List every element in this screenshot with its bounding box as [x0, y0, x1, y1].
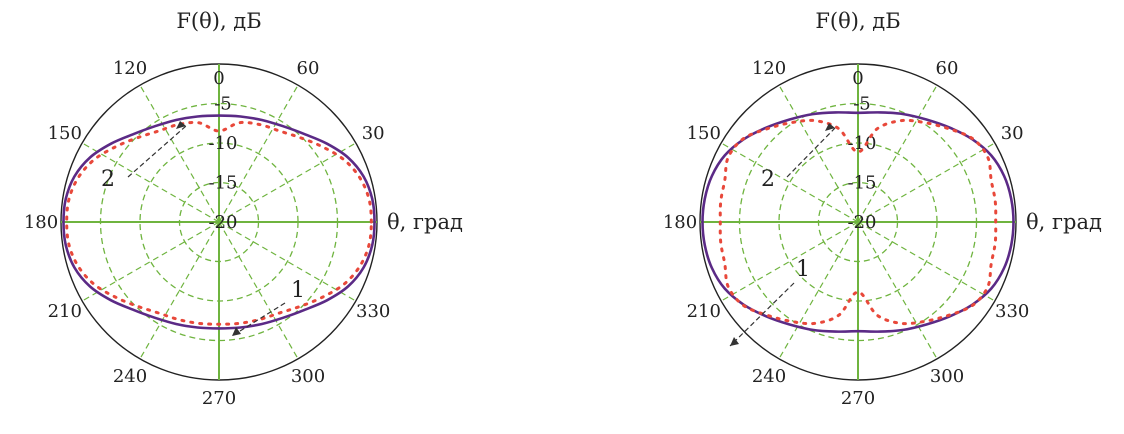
grid-spoke	[778, 84, 859, 223]
chart-title: F(θ), дБ	[815, 9, 900, 33]
grid-spoke	[857, 142, 996, 223]
annotation-arrow-2	[786, 127, 836, 178]
angle-tick-label: 300	[291, 366, 325, 387]
series-curve-2	[718, 118, 998, 326]
annotation-arrowhead-2	[176, 121, 186, 129]
annotation-label-1: 1	[291, 278, 305, 303]
grid-spoke	[218, 221, 357, 302]
angle-tick-label: 120	[113, 58, 147, 79]
angle-tick-label: 30	[1001, 123, 1024, 144]
radial-tick-label: -5	[214, 94, 232, 115]
angle-tick-label: 0	[213, 68, 224, 89]
radial-tick-label: -15	[848, 173, 877, 194]
angle-tick-label: 180	[663, 212, 697, 233]
series-curve-1	[701, 111, 1015, 333]
annotation-label-2: 2	[761, 167, 775, 192]
annotation-arrowhead-2	[825, 123, 835, 131]
angle-tick-label: 60	[936, 58, 959, 79]
angle-tick-label: 300	[930, 366, 964, 387]
series-curve-2	[65, 120, 373, 326]
grid-spoke	[139, 84, 220, 223]
annotation-label-1: 1	[796, 257, 810, 282]
angle-tick-label: 150	[48, 123, 82, 144]
angle-tick-label: 210	[48, 301, 82, 322]
axis-label: θ, град	[1026, 210, 1102, 234]
radial-tick-label: -20	[209, 212, 238, 233]
grid-spoke	[720, 142, 859, 223]
grid-spoke	[857, 221, 996, 302]
angle-tick-label: 240	[113, 366, 147, 387]
annotation-arrow-1	[231, 302, 286, 337]
angle-tick-label: 330	[995, 301, 1029, 322]
radial-tick-label: -15	[209, 173, 238, 194]
angle-tick-label: 120	[752, 58, 786, 79]
polar-chart-svg-right: 0 30 60 120 150 180 210 240 270 300 330 F(θ), дБ θ, …	[663, 9, 1102, 409]
grid-spoke	[81, 142, 220, 223]
annotation-arrow-1	[729, 282, 795, 347]
polar-chart-right: 0 30 60 120 150 180 210 240 270 300 330 F(θ), дБ θ, …	[562, 0, 1124, 434]
grid-spoke	[139, 221, 220, 360]
axis-label: θ, град	[387, 210, 463, 234]
grid-spoke	[81, 221, 220, 302]
radial-tick-label: -10	[209, 133, 238, 154]
grid-spoke	[218, 142, 357, 223]
grid-spoke	[218, 221, 299, 360]
annotation-label-2: 2	[101, 167, 115, 192]
chart-title: F(θ), дБ	[176, 9, 261, 33]
radial-tick-label: -20	[848, 212, 877, 233]
series-curve-1	[62, 114, 376, 330]
angle-tick-label: 330	[356, 301, 390, 322]
angle-tick-label: 60	[297, 58, 320, 79]
grid-spoke	[720, 221, 859, 302]
radial-tick-label: -5	[853, 94, 871, 115]
angle-tick-label: 270	[841, 388, 875, 409]
angle-tick-label: 150	[687, 123, 721, 144]
grid-spoke	[857, 221, 938, 360]
annotation-arrowhead-1	[232, 327, 241, 336]
grid-spoke	[778, 221, 859, 360]
angle-tick-label: 240	[752, 366, 786, 387]
angle-tick-label: 180	[24, 212, 58, 233]
annotation-arrowhead-1	[730, 337, 739, 346]
polar-chart-left: 0 30 60 120 150 180 210 240 270 300 330 F(θ), дБ θ, …	[24, 9, 463, 409]
angle-tick-label: 30	[362, 123, 385, 144]
annotation-arrow-2	[127, 125, 187, 178]
grid-spoke	[857, 84, 938, 223]
angle-tick-label: 0	[852, 68, 863, 89]
angle-tick-label: 270	[202, 388, 236, 409]
grid-spoke	[218, 84, 299, 223]
angle-tick-label: 210	[687, 301, 721, 322]
polar-chart-svg-left: 0 30 60 120 150 180 210 240 270 300 330 F(θ), дБ θ, …	[24, 9, 463, 409]
